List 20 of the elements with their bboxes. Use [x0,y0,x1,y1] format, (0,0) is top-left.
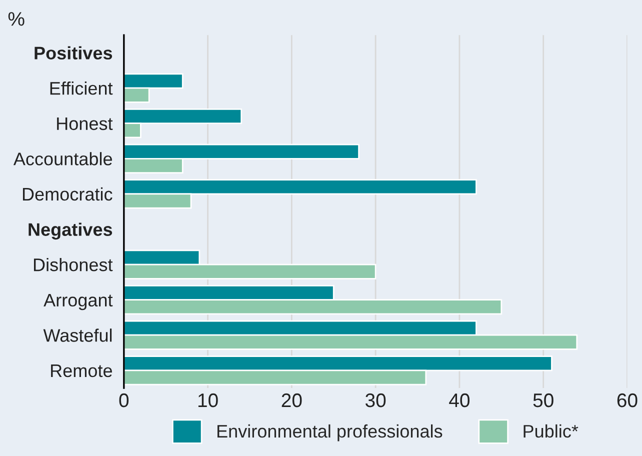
y-tick-label: Dishonest [34,258,113,272]
legend-label: Environmental professionals [217,424,442,442]
y-tick-label: Accountable [13,152,112,166]
x-tick-label: 30 [366,393,386,408]
x-tick-label: 10 [198,393,218,408]
x-tick-label: 40 [449,393,470,408]
legend-label: Public* [524,424,578,438]
y-tick-label: Remote [51,364,112,378]
x-tick-label: 50 [533,393,554,408]
y-tick-label: Arrogant [44,294,113,310]
x-tick-label: 60 [617,393,638,408]
y-tick-label: Wasteful [43,328,112,342]
x-tick-label: 0 [119,393,129,408]
y-tick-label: Democratic [22,187,112,201]
y-tick-label: Honest [57,117,113,130]
y-tick-label: Negatives [28,222,112,240]
x-tick-label: 20 [282,393,302,408]
x-axis-title: % [8,12,24,26]
y-tick-label: Efficient [50,82,113,95]
y-tick-label: Positives [34,46,112,60]
